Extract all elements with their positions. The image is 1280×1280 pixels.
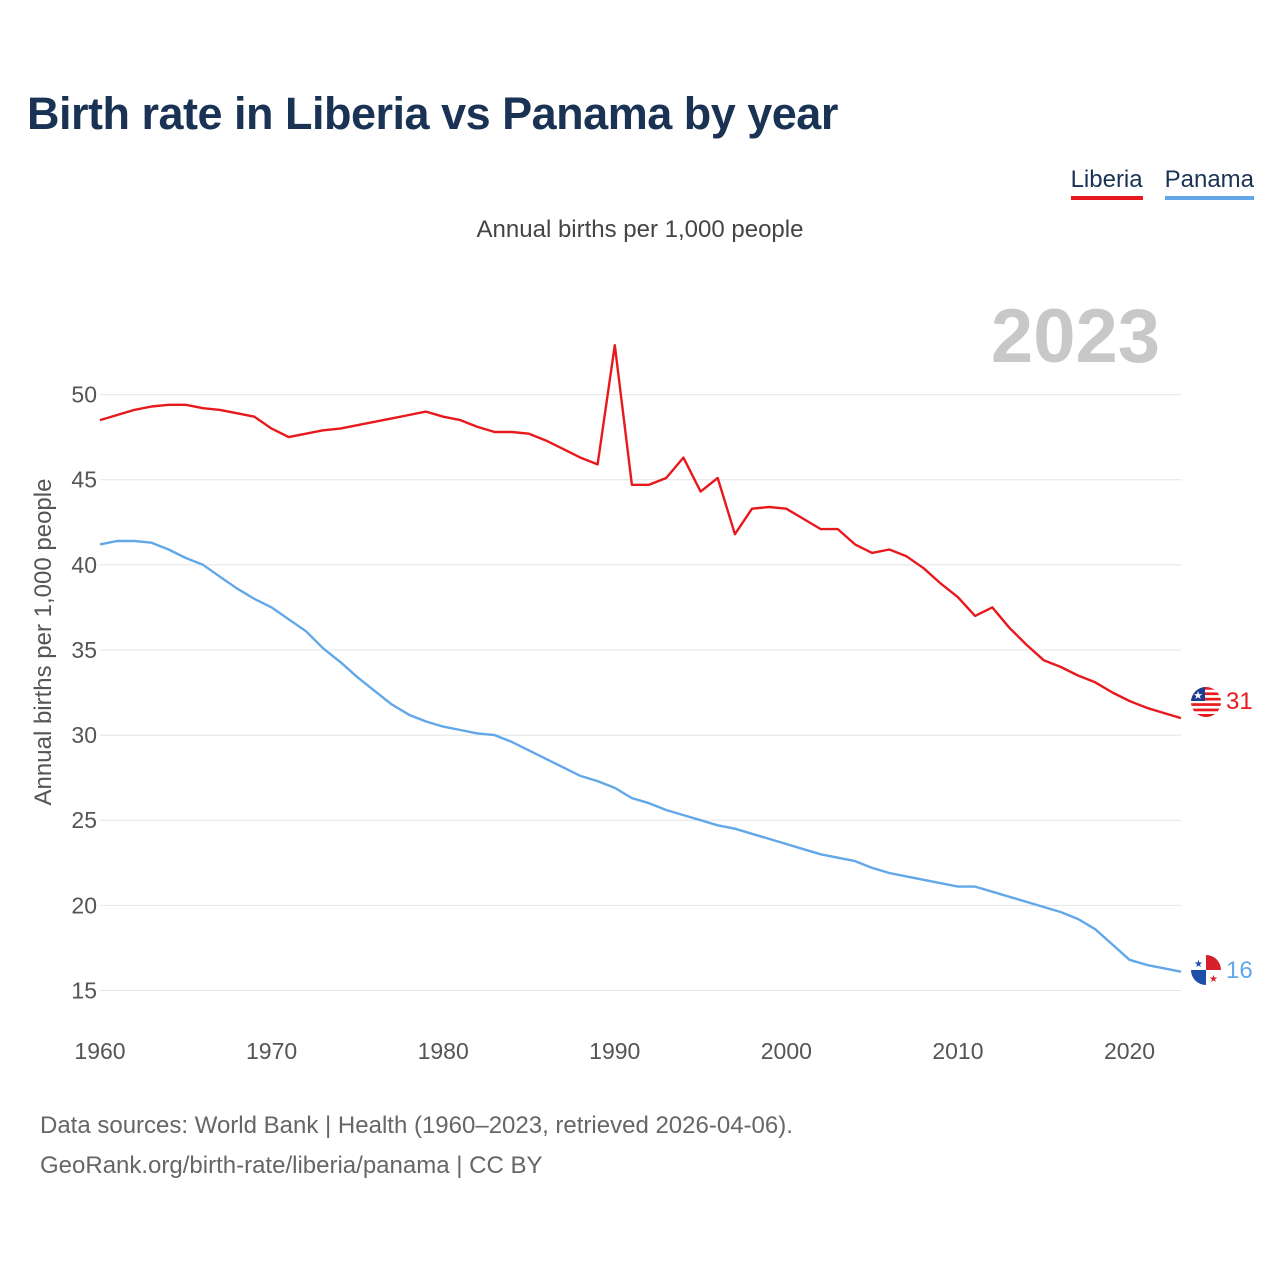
x-tick-label: 1980 <box>418 1038 469 1064</box>
svg-text:★: ★ <box>1209 974 1218 985</box>
end-label-panama: 16 <box>1226 957 1253 984</box>
legend: Liberia Panama <box>1070 166 1254 200</box>
liberia-flag-icon: ★ <box>1191 687 1221 717</box>
panama-flag-icon: ★ ★ <box>1191 955 1221 985</box>
y-tick-label: 50 <box>71 382 97 408</box>
x-axis-ticks: 1960 1970 1980 1990 2000 2010 2020 <box>74 1038 1155 1064</box>
series-lines <box>99 344 1182 973</box>
x-tick-label: 2020 <box>1104 1038 1155 1064</box>
y-tick-label: 25 <box>71 807 97 833</box>
y-tick-label: 20 <box>71 892 97 918</box>
x-tick-label: 2010 <box>932 1038 983 1064</box>
svg-text:★: ★ <box>1193 690 1203 702</box>
y-axis-ticks: 15 20 25 30 35 40 45 50 <box>71 382 97 1004</box>
source-link[interactable]: GeoRank.org/birth-rate/liberia/panama | … <box>40 1152 543 1179</box>
y-tick-label: 45 <box>71 467 97 493</box>
end-label-liberia: 31 <box>1226 688 1253 715</box>
y-tick-label: 30 <box>71 722 97 748</box>
x-tick-label: 1990 <box>589 1038 640 1064</box>
series-line-liberia[interactable] <box>99 344 1182 720</box>
chart-subtitle: Annual births per 1,000 people <box>476 216 804 243</box>
y-tick-label: 15 <box>71 977 97 1003</box>
x-tick-label: 2000 <box>761 1038 812 1064</box>
legend-item-liberia[interactable]: Liberia <box>1070 166 1143 200</box>
series-line-panama[interactable] <box>99 539 1182 973</box>
data-source-note: Data sources: World Bank | Health (1960–… <box>40 1112 793 1139</box>
x-tick-label: 1960 <box>74 1038 125 1064</box>
gridlines <box>100 394 1181 991</box>
y-axis-label: Annual births per 1,000 people <box>30 479 57 806</box>
page-title: Birth rate in Liberia vs Panama by year <box>27 88 838 139</box>
y-tick-label: 40 <box>71 552 97 578</box>
footer: Data sources: World Bank | Health (1960–… <box>40 1106 793 1186</box>
y-tick-label: 35 <box>71 637 97 663</box>
x-tick-label: 1970 <box>246 1038 297 1064</box>
svg-text:★: ★ <box>1194 959 1203 970</box>
year-label: 2023 <box>991 294 1160 379</box>
legend-item-panama[interactable]: Panama <box>1164 166 1254 200</box>
